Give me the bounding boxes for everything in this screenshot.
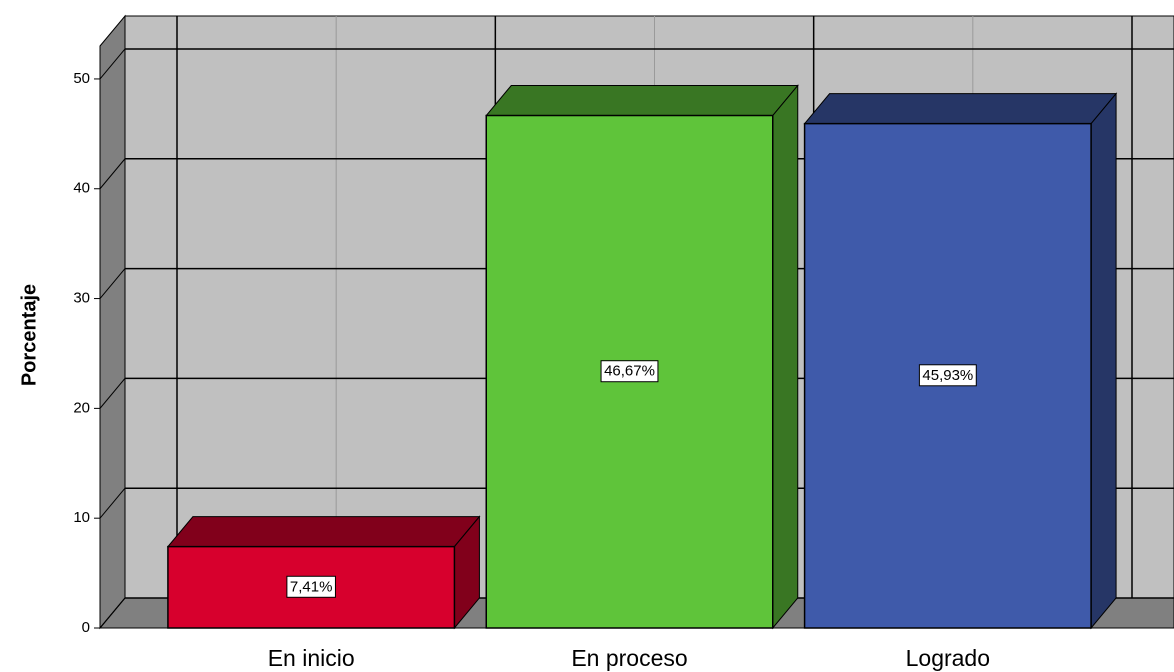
value-label: 45,93% bbox=[922, 367, 973, 384]
y-tick-label: 30 bbox=[73, 290, 90, 307]
wall-grid-line bbox=[99, 378, 126, 409]
y-tick-label: 0 bbox=[82, 619, 90, 636]
value-label-group: 46,67% bbox=[600, 360, 659, 383]
value-label-box bbox=[600, 360, 659, 383]
y-tick-label: 50 bbox=[73, 70, 90, 87]
bar-top bbox=[485, 85, 799, 117]
bar-side bbox=[1090, 92, 1117, 630]
value-label-group: 7,41% bbox=[286, 575, 336, 598]
wall-grid-line bbox=[99, 158, 126, 190]
value-label-box bbox=[918, 364, 977, 387]
x-tick-label: En inicio bbox=[268, 645, 355, 671]
value-label: 7,41% bbox=[290, 578, 333, 595]
y-tick-label: 20 bbox=[73, 399, 90, 416]
value-label-group: 45,93% bbox=[918, 364, 977, 387]
y-tick-label: 40 bbox=[73, 180, 90, 197]
y-axis-title: Porcentaje bbox=[18, 284, 40, 386]
value-label: 46,67% bbox=[604, 363, 655, 380]
left-wall bbox=[99, 14, 126, 630]
wall-grid-line bbox=[99, 597, 126, 629]
x-tick-label: En proceso bbox=[571, 645, 687, 671]
bar-top bbox=[166, 516, 481, 548]
x-tick-label: Logrado bbox=[906, 645, 990, 671]
bar-top bbox=[803, 93, 1118, 125]
bar-side bbox=[772, 84, 799, 630]
wall-grid-line bbox=[99, 487, 126, 519]
y-tick-label: 10 bbox=[73, 509, 90, 526]
wall-grid-line bbox=[99, 268, 126, 299]
value-label-box bbox=[286, 575, 336, 598]
wall-grid-line bbox=[99, 48, 126, 80]
